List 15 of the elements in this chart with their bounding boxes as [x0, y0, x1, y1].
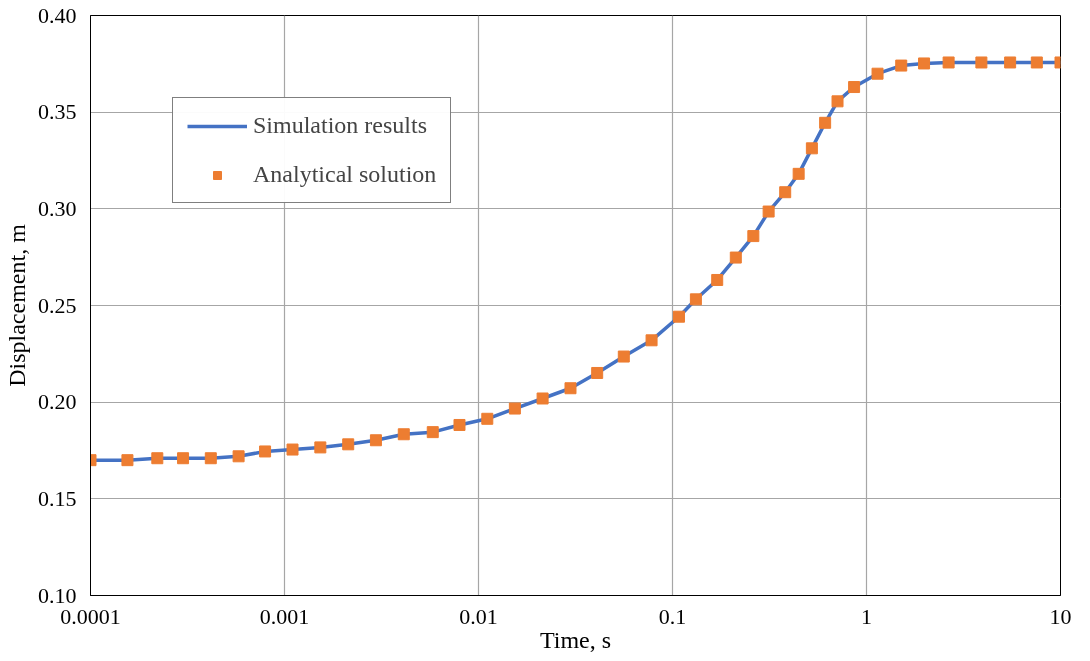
x-tick-label: 0.001	[259, 603, 310, 629]
y-axis-title: Displacement, m	[4, 223, 30, 387]
legend-label: Simulation results	[253, 112, 427, 139]
x-tick-label: 10	[1049, 603, 1072, 629]
y-tick-label: 0.35	[38, 99, 77, 125]
x-tick-label: 1	[861, 603, 872, 629]
x-tick-label: 0.1	[658, 603, 687, 629]
y-tick-label: 0.40	[38, 2, 77, 28]
legend-label: Analytical solution	[253, 161, 437, 188]
y-tick-label: 0.20	[38, 389, 77, 415]
x-axis-title: Time, s	[539, 626, 612, 653]
x-tick-label: 0.01	[459, 603, 498, 629]
y-tick-label: 0.30	[38, 195, 77, 221]
y-tick-label: 0.25	[38, 292, 77, 318]
y-tick-label: 0.15	[38, 485, 77, 511]
